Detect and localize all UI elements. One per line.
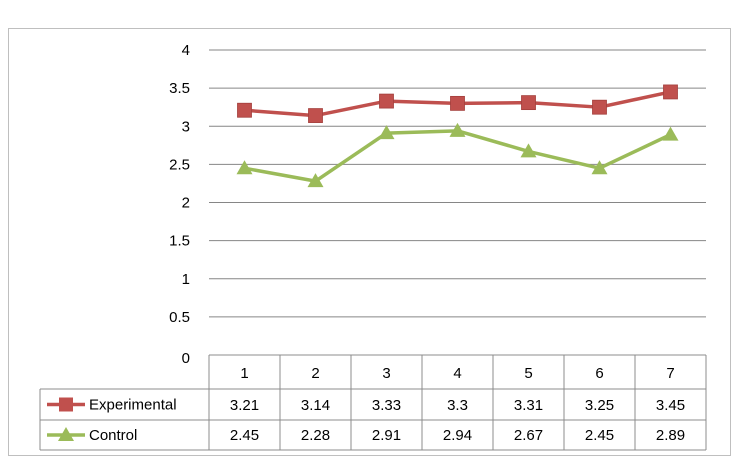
table-value: 3.45: [656, 397, 685, 414]
data-point: [592, 99, 607, 115]
x-tick-label: 7: [666, 365, 674, 382]
y-tick-label: 0: [182, 350, 190, 367]
data-point: [308, 108, 323, 123]
table-value: 3.21: [230, 397, 259, 414]
data-point: [378, 125, 395, 140]
table-value: 3.33: [372, 397, 401, 414]
data-point: [591, 160, 608, 175]
table-value: 2.28: [301, 427, 330, 444]
y-tick-label: 2: [182, 195, 190, 212]
legend-key-marker: [58, 427, 74, 441]
x-tick-label: 6: [595, 365, 603, 382]
y-tick-label: 1.5: [169, 233, 190, 250]
table-value: 2.45: [230, 427, 259, 444]
x-tick-label: 1: [240, 365, 248, 382]
table-value: 3.25: [585, 397, 614, 414]
legend-key-marker: [59, 397, 73, 412]
data-point: [379, 93, 394, 109]
table-value: 2.45: [585, 427, 614, 444]
table-value: 2.67: [514, 427, 543, 444]
data-point: [449, 122, 466, 137]
table-value: 2.91: [372, 427, 401, 444]
data-point: [237, 102, 252, 118]
y-tick-label: 2.5: [169, 156, 190, 173]
table-value: 2.89: [656, 427, 685, 444]
x-tick-label: 5: [524, 365, 532, 382]
data-point: [521, 95, 536, 111]
x-tick-label: 3: [382, 365, 390, 382]
legend-label: Experimental: [89, 397, 177, 414]
data-point: [662, 126, 679, 141]
y-tick-label: 1: [182, 271, 190, 288]
data-point: [520, 143, 537, 158]
y-tick-label: 3: [182, 118, 190, 135]
y-tick-label: 0.5: [169, 309, 190, 326]
table-value: 2.94: [443, 427, 472, 444]
y-tick-label: 4: [182, 42, 190, 59]
data-point: [236, 160, 253, 175]
x-tick-label: 4: [453, 365, 461, 382]
data-point: [307, 173, 324, 188]
x-tick-label: 2: [311, 365, 319, 382]
table-value: 3.14: [301, 397, 330, 414]
data-point: [450, 95, 465, 111]
table-value: 3.3: [447, 397, 468, 414]
data-point: [663, 84, 678, 100]
table-value: 3.31: [514, 397, 543, 414]
legend-label: Control: [89, 427, 137, 444]
chart-frame: [8, 28, 731, 456]
y-tick-label: 3.5: [169, 80, 190, 97]
